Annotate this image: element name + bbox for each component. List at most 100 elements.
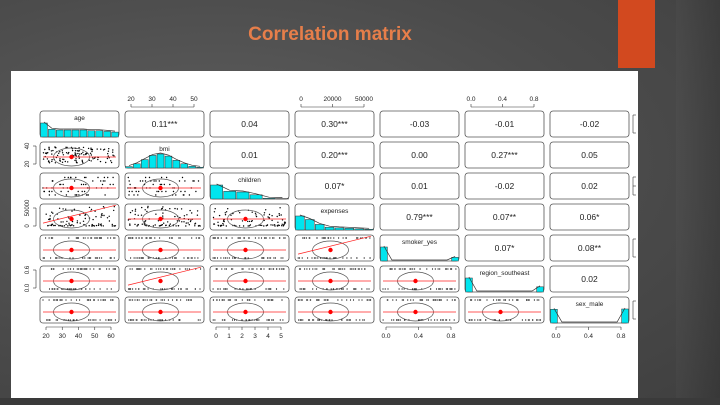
scatter-point bbox=[234, 299, 236, 301]
scatter-point bbox=[92, 218, 94, 221]
left-axis-tick-label: 20 bbox=[25, 160, 31, 167]
scatter-point bbox=[94, 210, 96, 212]
scatter-point bbox=[284, 221, 286, 223]
scatter-point bbox=[146, 237, 148, 239]
scatter-point bbox=[438, 288, 440, 290]
scatter-point bbox=[163, 299, 165, 301]
scatter-point bbox=[78, 155, 80, 157]
scatter-point bbox=[426, 268, 428, 270]
scatter-point bbox=[81, 190, 83, 193]
scatter-point bbox=[220, 224, 222, 227]
scatter-point bbox=[187, 299, 189, 301]
scatter-point bbox=[356, 257, 358, 259]
histogram-bar bbox=[63, 129, 72, 138]
scatter-point bbox=[267, 319, 269, 321]
scatter-point bbox=[139, 180, 142, 182]
scatter-point bbox=[137, 257, 139, 259]
scatter-point bbox=[400, 268, 402, 270]
scatter-point bbox=[301, 299, 303, 301]
mean-point bbox=[243, 278, 248, 284]
scatter-point bbox=[43, 257, 45, 259]
scatter-point bbox=[137, 194, 139, 196]
scatter-point bbox=[241, 319, 243, 321]
panel-frame bbox=[379, 265, 460, 293]
scatter-point bbox=[420, 299, 422, 301]
scatter-point bbox=[279, 207, 281, 209]
histogram-bar bbox=[536, 286, 544, 293]
scatter-point bbox=[147, 288, 149, 290]
scatter-point bbox=[539, 319, 542, 321]
smooth-line bbox=[42, 204, 117, 224]
panel-frame bbox=[379, 234, 460, 262]
variable-label: bmi bbox=[159, 146, 169, 153]
scatter-point bbox=[95, 319, 97, 321]
scatter-point bbox=[195, 190, 197, 193]
scatter-point bbox=[161, 319, 163, 321]
scatter-point bbox=[264, 237, 266, 239]
scatter-point bbox=[142, 180, 144, 182]
scatter-point bbox=[133, 257, 135, 259]
scatter-point bbox=[363, 319, 365, 321]
scatter-point bbox=[159, 183, 161, 186]
scatter-point bbox=[147, 207, 149, 209]
scatter-point bbox=[212, 257, 214, 259]
scatter-point bbox=[90, 237, 92, 239]
scatter-point bbox=[498, 299, 500, 301]
scatter-point bbox=[402, 299, 405, 301]
scatter-point bbox=[341, 319, 343, 321]
scatter-point bbox=[82, 162, 84, 164]
scatter-point bbox=[227, 208, 229, 210]
scatter-point bbox=[136, 299, 138, 301]
scatter-point bbox=[164, 288, 166, 290]
correlation-ellipse bbox=[142, 271, 179, 291]
scatter-point bbox=[87, 299, 89, 301]
scatter-point bbox=[284, 237, 286, 239]
scatter-point bbox=[76, 220, 79, 222]
scatter-point bbox=[178, 220, 181, 222]
histogram-bar bbox=[71, 129, 80, 138]
scatter-point bbox=[447, 268, 449, 270]
scatter-point bbox=[86, 268, 88, 270]
scatter-point bbox=[138, 190, 140, 193]
scatter-point bbox=[101, 213, 103, 215]
scatter-point bbox=[254, 212, 257, 214]
scatter-point bbox=[56, 299, 59, 301]
scatter-point bbox=[369, 299, 371, 301]
scatter-point bbox=[51, 160, 53, 163]
scatter-point bbox=[271, 215, 273, 217]
panel-frame bbox=[124, 265, 205, 293]
panel-frame bbox=[549, 141, 630, 169]
bottom-axis-tick-label: 0.8 bbox=[616, 333, 625, 340]
scatter-point bbox=[83, 154, 85, 156]
variable-label: smoker_yes bbox=[402, 239, 438, 246]
scatter-point bbox=[84, 237, 86, 239]
scatter-point bbox=[213, 211, 216, 213]
scatter-point bbox=[86, 299, 88, 301]
scatter-point bbox=[196, 210, 199, 212]
panel-frame bbox=[39, 296, 120, 324]
scatter-point bbox=[274, 257, 276, 259]
scatter-point bbox=[88, 159, 91, 161]
scatter-point bbox=[403, 268, 406, 270]
scatter-point bbox=[242, 225, 245, 227]
scatter-point bbox=[51, 153, 53, 155]
bottom-bar bbox=[0, 398, 720, 405]
scatter-point bbox=[46, 158, 49, 160]
scatter-point bbox=[266, 319, 268, 321]
correlation-value: 0.27*** bbox=[491, 150, 518, 160]
scatter-point bbox=[359, 319, 361, 321]
scatter-point bbox=[269, 268, 271, 270]
scatter-point bbox=[260, 237, 263, 239]
scatter-point bbox=[160, 183, 163, 186]
scatter-point bbox=[129, 223, 131, 225]
scatter-point bbox=[366, 288, 368, 290]
scatter-point bbox=[189, 209, 191, 212]
scatter-point bbox=[44, 152, 47, 154]
scatter-point bbox=[247, 288, 249, 290]
scatter-point bbox=[133, 319, 135, 321]
scatter-point bbox=[268, 319, 270, 321]
scatter-point bbox=[230, 214, 232, 216]
scatter-point bbox=[165, 268, 167, 270]
scatter-point bbox=[263, 299, 266, 301]
mean-point bbox=[158, 216, 163, 222]
